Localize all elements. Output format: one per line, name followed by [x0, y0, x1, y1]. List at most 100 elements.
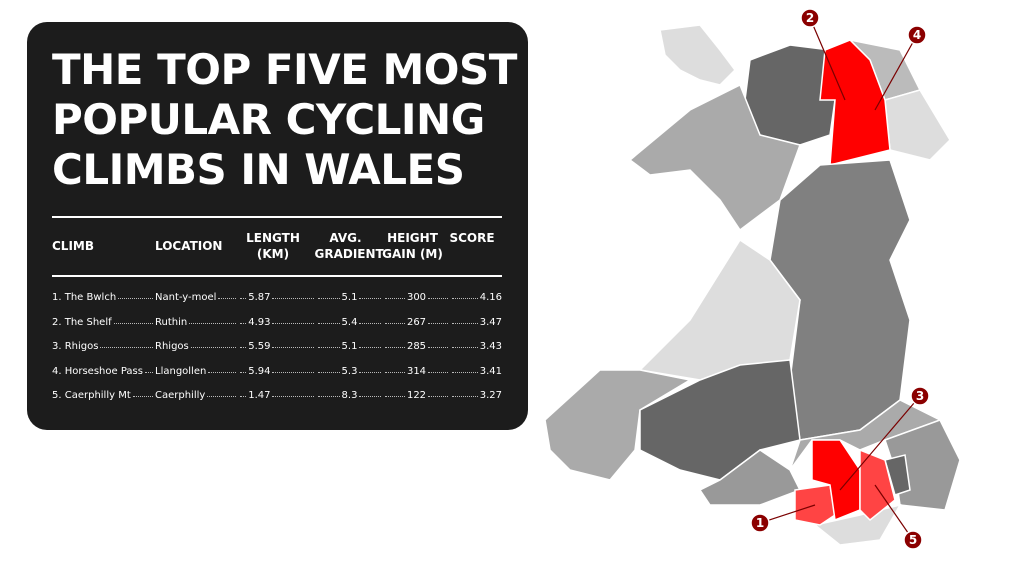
leader [452, 371, 478, 373]
leader [240, 322, 247, 324]
leader [428, 347, 448, 348]
table-cell: Ruthin [155, 310, 238, 328]
leader [189, 322, 236, 324]
table-cell: 300 [383, 285, 450, 303]
table-cell: 285 [383, 334, 450, 352]
leader [428, 371, 448, 373]
leader [272, 396, 314, 397]
cell-text: 2. The Shelf [52, 316, 112, 328]
cell-text: 5.1 [341, 292, 358, 303]
table-cell: Nant-y-moel [155, 285, 238, 303]
cell-text: 300 [406, 292, 427, 303]
table-cell: 3.27 [450, 383, 502, 401]
marker-label: 3 [916, 389, 924, 403]
table-cell: 2. The Shelf [52, 310, 155, 328]
leader [272, 347, 314, 348]
leader [428, 322, 448, 324]
leader [100, 347, 153, 348]
marker [750, 513, 770, 533]
table-cell: 5. Caerphilly Mt [52, 383, 155, 401]
marker [903, 530, 923, 550]
table-row: 3. Rhigos Rhigos 5.59 5.1 285 3.43 [52, 334, 502, 352]
leader [359, 347, 381, 348]
leader [207, 396, 236, 397]
table-cell: Rhigos [155, 334, 238, 352]
cell-text: Ruthin [155, 316, 188, 328]
cell-text: 4.16 [479, 292, 502, 303]
marker-line [874, 484, 914, 541]
cell-text: 1. The Bwlch [52, 292, 117, 303]
leader [359, 371, 381, 373]
cell-text: 5.1 [341, 341, 358, 352]
leader [318, 396, 340, 397]
leader [318, 371, 340, 373]
title-line: POPULAR CYCLING [52, 95, 485, 144]
table-cell: 3.47 [450, 310, 502, 328]
table-cell: 267 [383, 310, 450, 328]
table-cell: Caerphilly [155, 383, 238, 401]
table-cell: 5.4 [316, 310, 383, 328]
table-row: 4. Horseshoe Pass Llangollen 5.94 5.3 314 3.4… [52, 359, 502, 377]
table-cell: 5.87 [238, 285, 316, 303]
table-cell: 4. Horseshoe Pass [52, 359, 155, 377]
marker [907, 25, 927, 45]
table-cell: 122 [383, 383, 450, 401]
cell-text: 3.41 [479, 365, 502, 377]
regions [544, 24, 961, 546]
column-header: LENGTH (KM) [246, 231, 300, 261]
table-cell: 8.3 [316, 383, 383, 401]
leader [272, 298, 314, 299]
table-cell: 3.41 [450, 359, 502, 377]
leader [359, 322, 381, 324]
leader [385, 396, 405, 397]
cell-text: 4. Horseshoe Pass [52, 365, 143, 377]
table-cell: 314 [383, 359, 450, 377]
cell-text: 5. Caerphilly Mt [52, 390, 131, 401]
cell-text: 314 [406, 365, 427, 377]
cell-text: 5.4 [341, 316, 358, 328]
leader [272, 371, 314, 373]
leader [240, 347, 247, 348]
table-cell: 3. Rhigos [52, 334, 155, 352]
leader [318, 347, 340, 348]
marker-label: 1 [756, 516, 764, 530]
leader [452, 298, 478, 299]
table-cell: 5.59 [238, 334, 316, 352]
marker-line [874, 34, 918, 111]
marker-line [809, 17, 846, 101]
cell-text: 5.87 [248, 292, 271, 303]
leader [190, 347, 236, 348]
table-cell: 5.1 [316, 334, 383, 352]
title-line: CLIMBS IN WALES [52, 145, 465, 194]
leader [359, 298, 381, 299]
marker [800, 8, 820, 28]
leader [318, 322, 340, 324]
leader [359, 396, 381, 397]
table-cell: 4.16 [450, 285, 502, 303]
cell-text: 3.43 [479, 341, 502, 352]
cell-text: 3.27 [479, 390, 502, 401]
cell-text: 8.3 [341, 390, 358, 401]
table-cell: 3.43 [450, 334, 502, 352]
leader [452, 396, 478, 397]
cell-text: 3.47 [479, 316, 502, 328]
cell-text: 4.93 [248, 316, 271, 328]
leader [385, 371, 405, 373]
cell-text: 267 [406, 316, 427, 328]
table-cell: 5.1 [316, 285, 383, 303]
leader [118, 298, 153, 299]
cell-text: 1.47 [248, 390, 271, 401]
leader [218, 298, 236, 299]
leader [428, 298, 448, 299]
leader [208, 371, 236, 373]
leader [132, 396, 153, 397]
column-header: HEIGHT GAIN (M) [382, 231, 443, 261]
cell-text: 285 [406, 341, 427, 352]
table-cell: 5.94 [238, 359, 316, 377]
column-header: SCORE [449, 231, 495, 245]
rule [52, 275, 502, 277]
cell-text: 3. Rhigos [52, 341, 99, 352]
leader [385, 347, 405, 348]
